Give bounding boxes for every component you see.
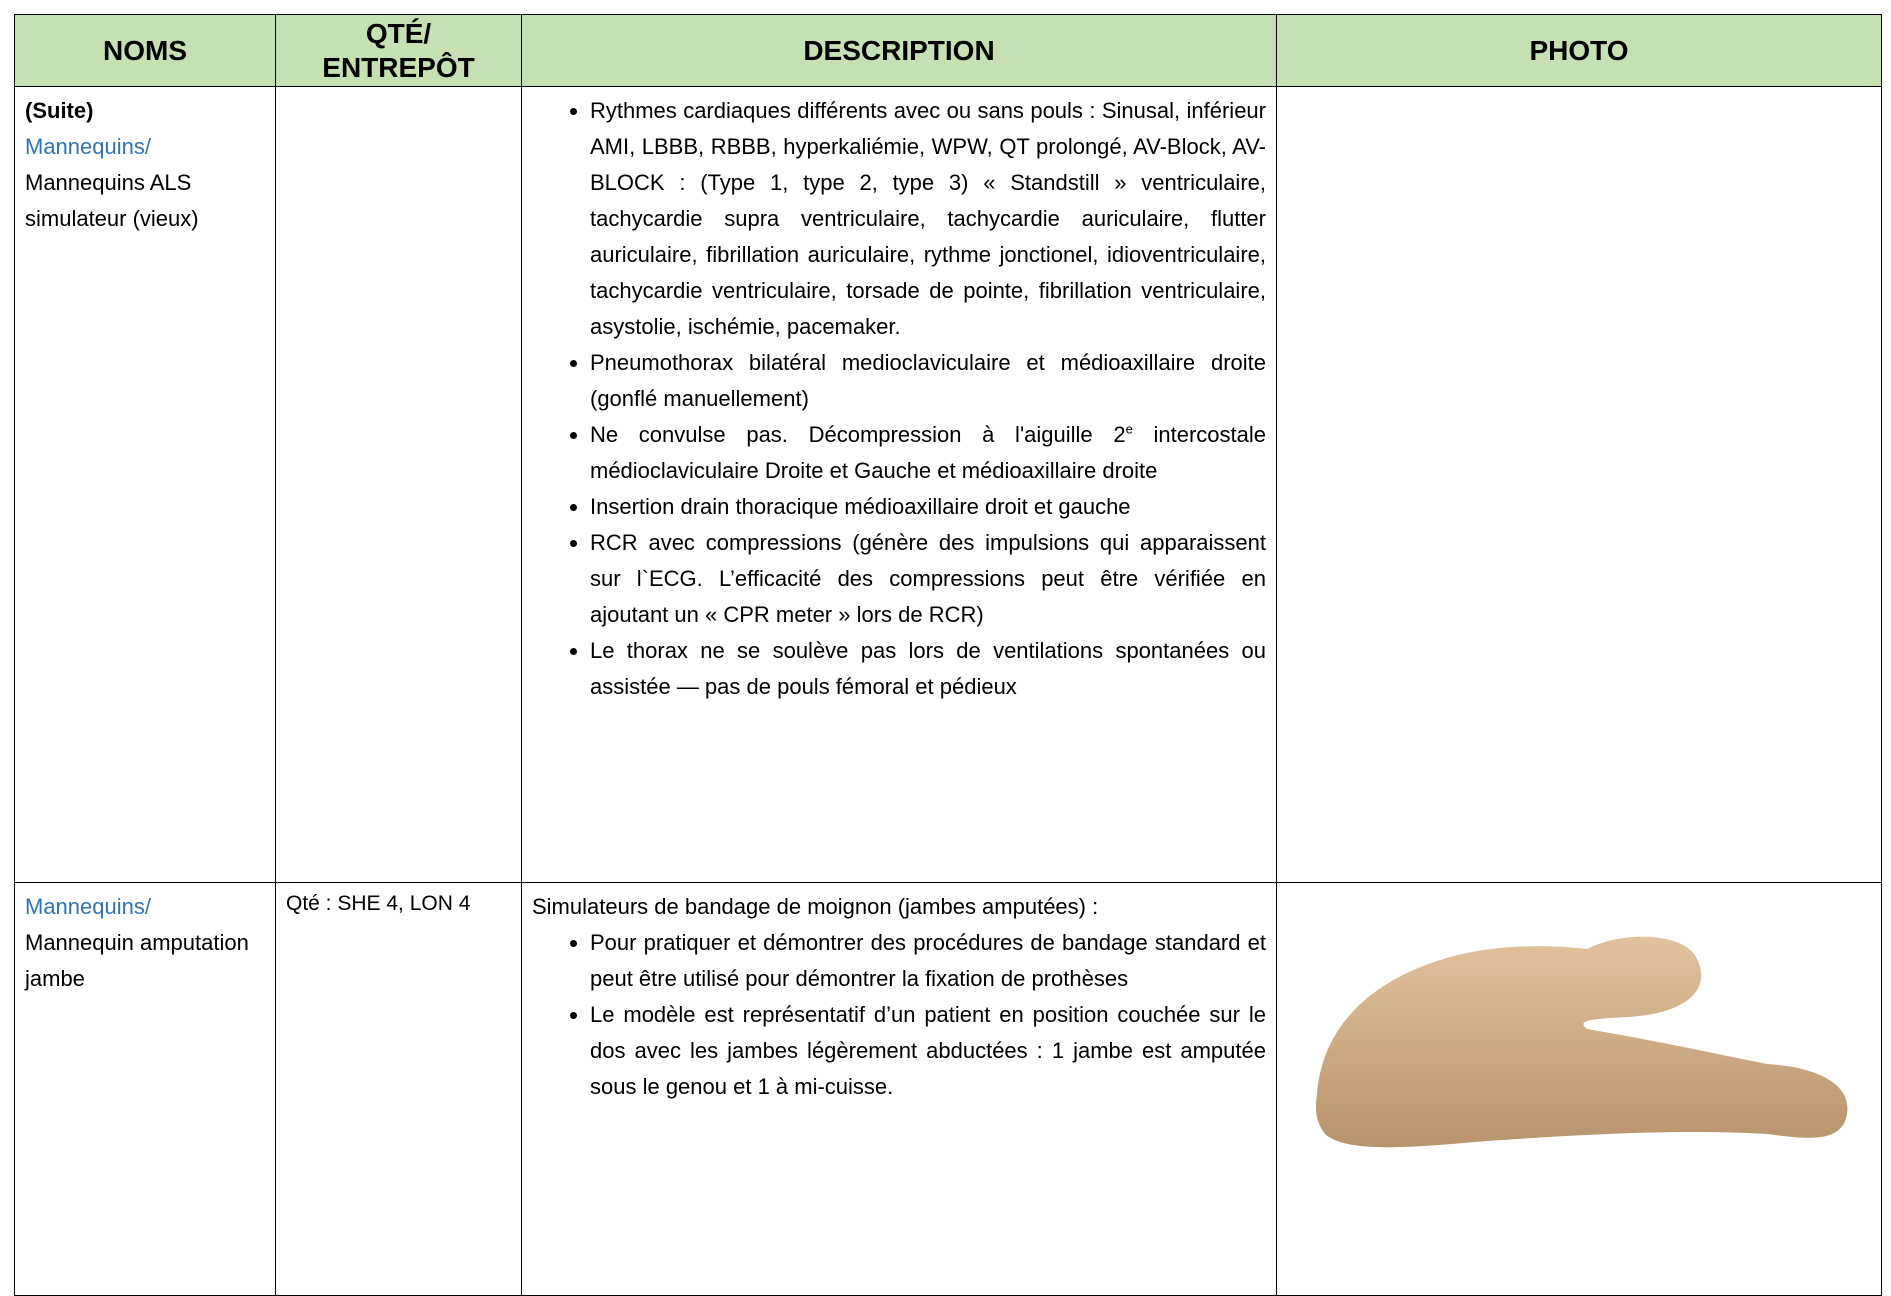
description-cell: Rythmes cardiaques différents avec ou sa… [521, 86, 1277, 883]
bullet-list: Rythmes cardiaques différents avec ou sa… [532, 93, 1266, 705]
item-name: Mannequin amputation jambe [25, 930, 249, 991]
bullet: Ne convulse pas. Décompression à l'aigui… [590, 417, 1266, 489]
bullet-text: Ne convulse pas. Décompression à l'aigui… [590, 422, 1126, 447]
category-link[interactable]: Mannequins/ [25, 134, 151, 159]
header-cell: NOMS [14, 14, 276, 87]
bullet-text: intercostale médioclaviculaire Droite et… [590, 422, 1266, 483]
row: (Suite) Mannequins/Mannequins ALS simulat… [14, 86, 1882, 883]
item-name: Mannequins ALS simulateur (vieux) [25, 170, 199, 231]
name-cell: (Suite) Mannequins/Mannequins ALS simulat… [14, 86, 276, 883]
qty-cell [275, 86, 522, 883]
qty-cell: Qté : SHE 4, LON 4 [275, 882, 522, 1296]
header-text: PHOTO [1529, 34, 1629, 66]
header-text: QTÉ/ [365, 17, 432, 49]
bullet: Rythmes cardiaques différents avec ou sa… [590, 93, 1266, 345]
photo [1315, 936, 1848, 1148]
bullet: Insertion drain thoracique médioaxillair… [590, 489, 1266, 525]
header-cell: DESCRIPTION [521, 14, 1277, 87]
name-prefix: (Suite) [25, 98, 94, 123]
header-text: ENTREPÔT [322, 51, 475, 83]
name-cell: Mannequins/Mannequin amputation jambe [14, 882, 276, 1296]
photo-cell [1276, 86, 1882, 883]
bullet: Pneumothorax bilatéral medioclaviculaire… [590, 345, 1266, 417]
bullet: Le modèle est représentatif d’un patient… [590, 997, 1266, 1105]
bullet: Le thorax ne se soulève pas lors de vent… [590, 633, 1266, 705]
page: NOMS QTÉ/ENTREPÔT DESCRIPTION PHOTO (Sui… [0, 0, 1891, 1257]
header-row: NOMS QTÉ/ENTREPÔT DESCRIPTION PHOTO [14, 14, 1882, 87]
photo-cell [1276, 882, 1882, 1296]
description-cell: Simulateurs de bandage de moignon (jambe… [521, 882, 1277, 1296]
row: Mannequins/Mannequin amputation jambe Qt… [14, 882, 1882, 1296]
category-link[interactable]: Mannequins/ [25, 894, 151, 919]
intro: Simulateurs de bandage de moignon (jambe… [532, 894, 1099, 919]
header-text: DESCRIPTION [803, 34, 995, 66]
inventory-table: NOMS QTÉ/ENTREPÔT DESCRIPTION PHOTO (Sui… [14, 14, 1882, 1296]
header-cell: PHOTO [1276, 14, 1882, 87]
header-text: NOMS [103, 34, 187, 66]
header-cell: QTÉ/ENTREPÔT [275, 14, 522, 87]
leg-model [1315, 936, 1848, 1148]
qty-text: Qté : SHE 4, LON 4 [286, 892, 471, 915]
bullet: RCR avec compressions (génère des impuls… [590, 525, 1266, 633]
bullet: Pour pratiquer et démontrer des procédur… [590, 925, 1266, 997]
bullet-list: Pour pratiquer et démontrer des procédur… [532, 925, 1266, 1105]
superscript: e [1125, 421, 1133, 437]
